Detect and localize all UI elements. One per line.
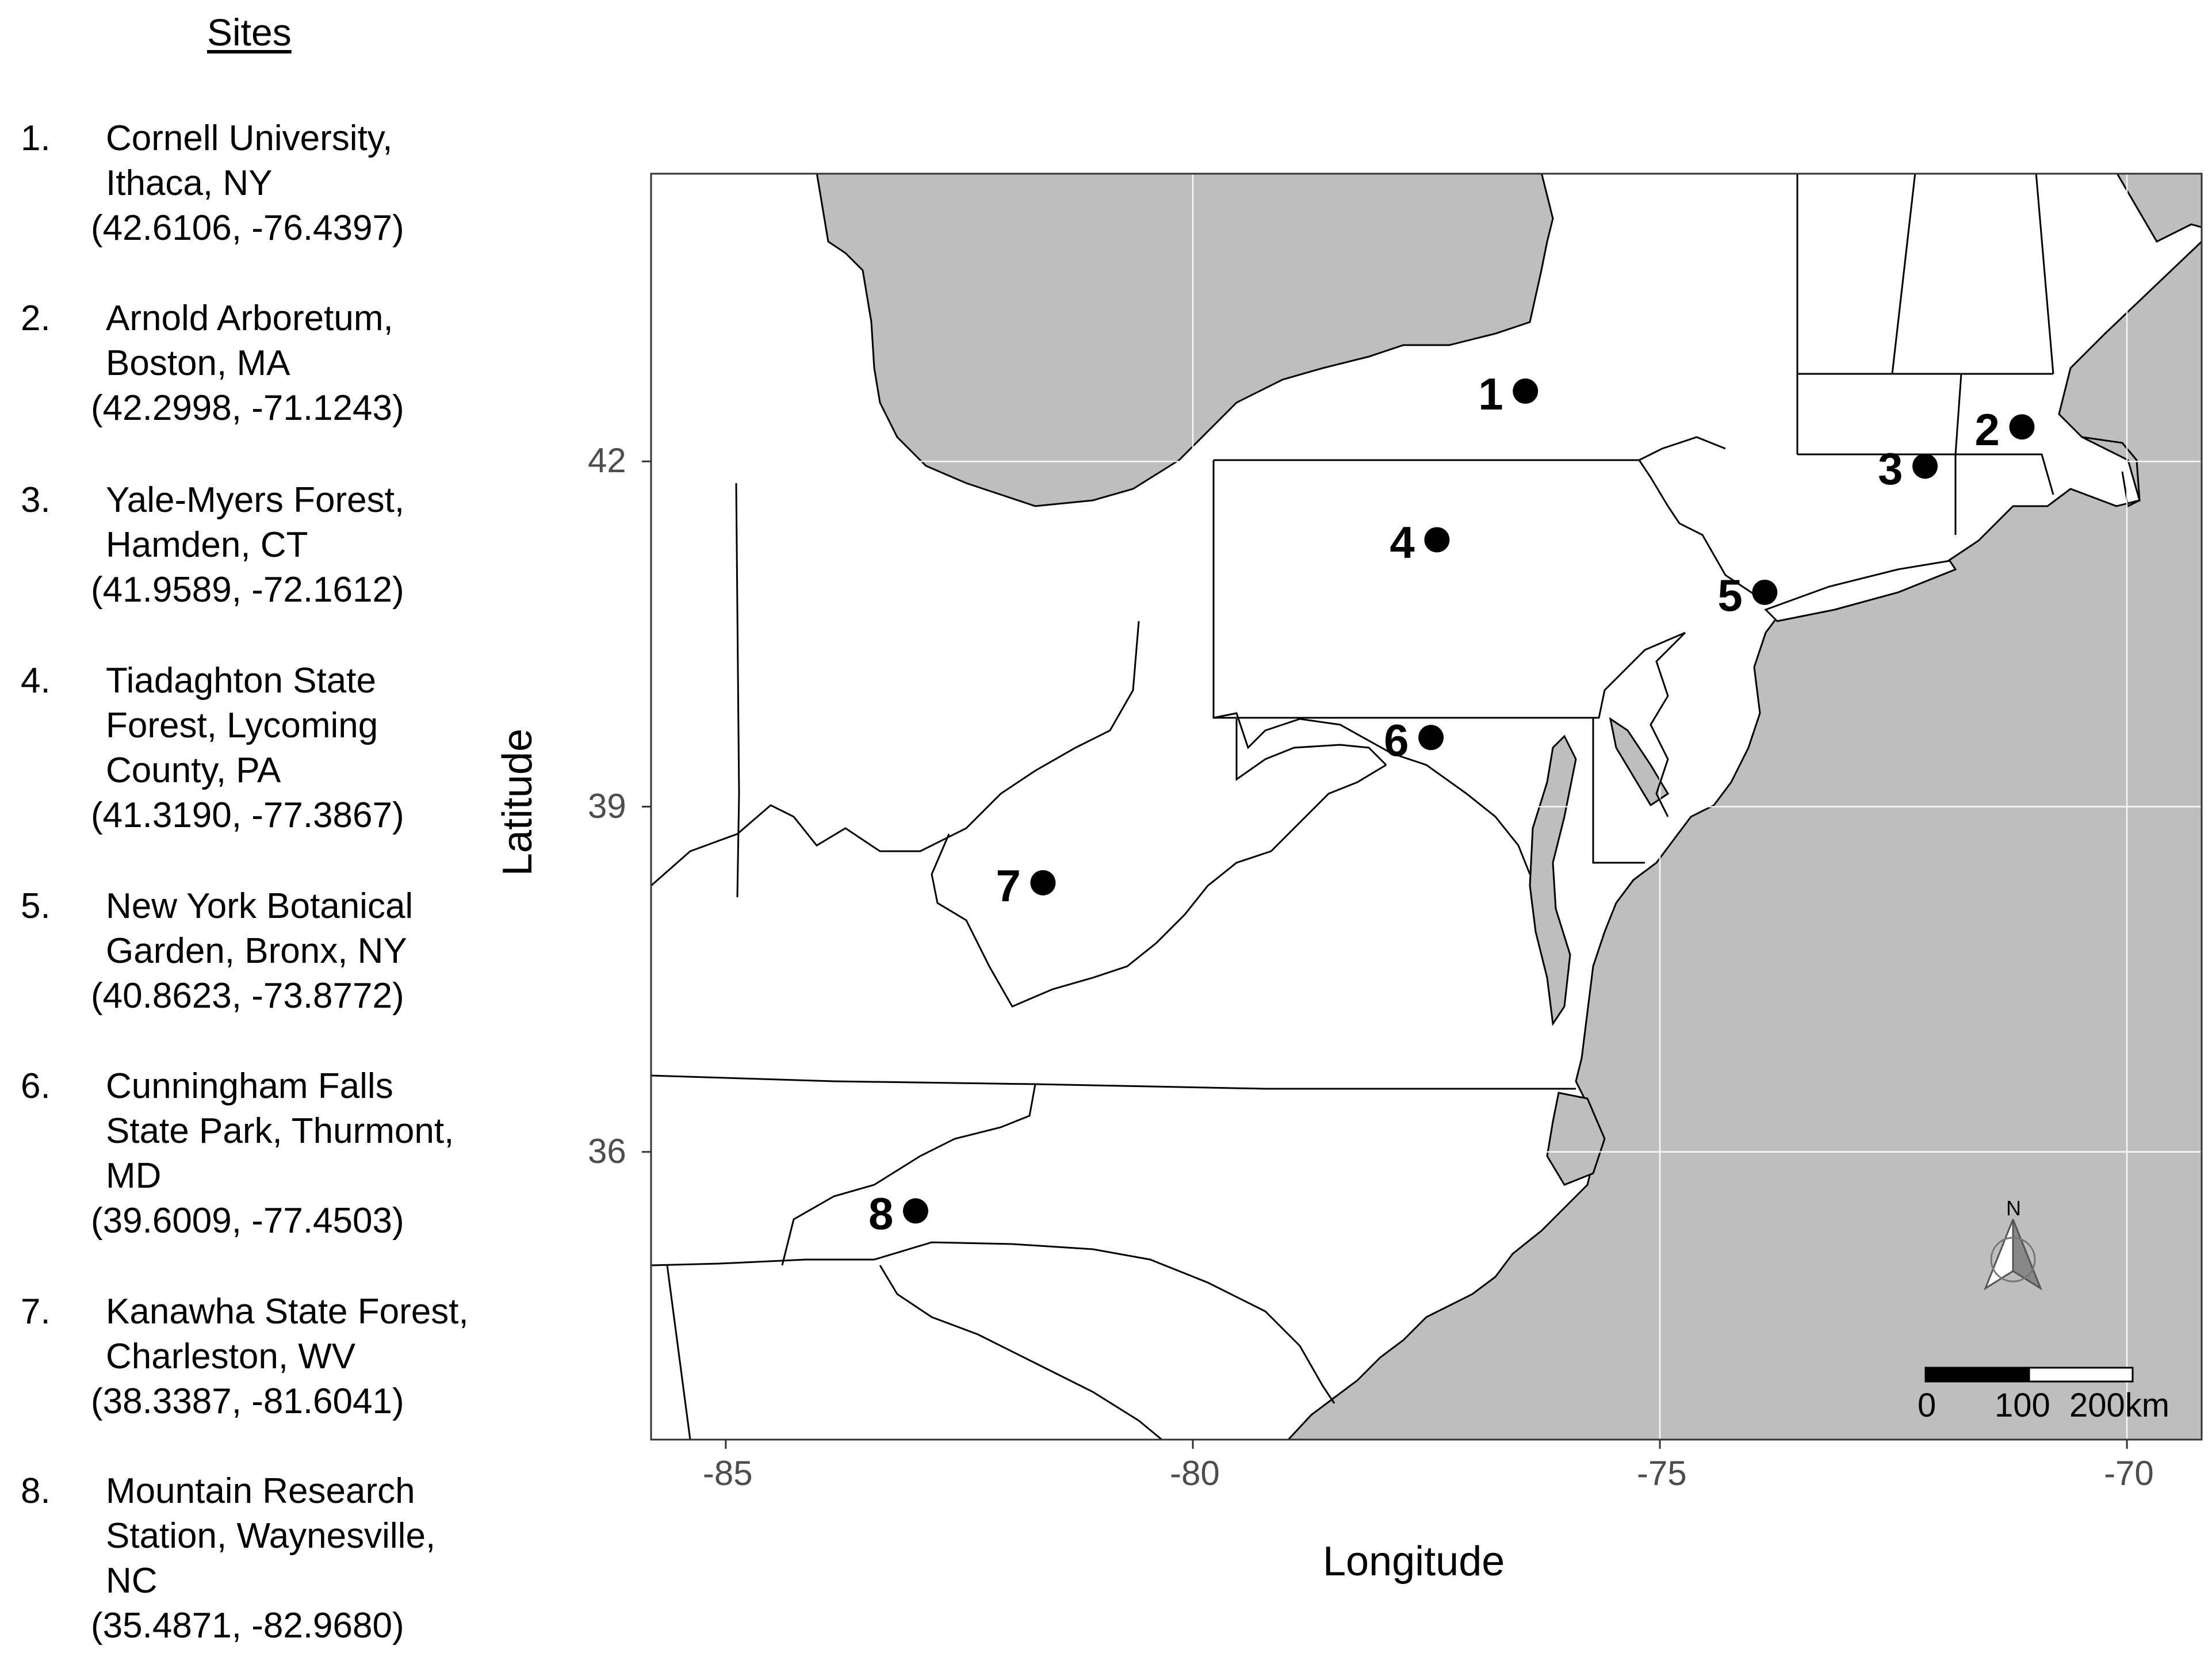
site-number: 7.	[21, 1292, 51, 1331]
y-tick-label: 42	[588, 441, 626, 480]
site-number: 4.	[21, 661, 51, 701]
x-tick-label: -70	[2104, 1454, 2154, 1493]
scale-bar-label: 100	[1995, 1387, 2050, 1424]
state-border	[1235, 719, 1387, 781]
state-border	[1639, 436, 1726, 461]
site-name-line: State Park, Thurmont,	[106, 1111, 454, 1151]
state-border	[1891, 174, 1916, 374]
site-name-line: MD	[106, 1156, 162, 1196]
sites-legend: Sites 1. Cornell University, Ithaca, NY (42…	[0, 0, 518, 1657]
site-coordinates: (40.8623, -73.8772)	[91, 976, 404, 1016]
site-name-line: Cunningham Falls	[106, 1066, 393, 1106]
state-border	[931, 764, 1387, 1008]
site-point-label: 8	[868, 1188, 894, 1239]
site-number: 6.	[21, 1066, 51, 1106]
site-name-line: Station, Waynesville,	[106, 1516, 436, 1556]
x-axis-title: Longitude	[1323, 1539, 1505, 1585]
y-axis-title: Latitude	[495, 728, 541, 877]
site-point-label: 2	[1974, 404, 2000, 456]
site-coordinates: (39.6009, -77.4503)	[91, 1201, 404, 1241]
north-arrow-label: N	[2006, 1196, 2021, 1220]
site-coordinates: (42.6106, -76.4397)	[91, 208, 404, 248]
site-point-label: 1	[1478, 369, 1503, 420]
site-name-line: NC	[106, 1561, 158, 1601]
map-geometry	[651, 174, 2202, 1440]
site-name-line: Forest, Lycoming	[106, 706, 378, 745]
site-name-line: Hamden, CT	[106, 525, 308, 565]
site-number: 1.	[21, 118, 51, 158]
site-name-line: Arnold Arboretum,	[106, 299, 393, 338]
state-border	[1592, 718, 1645, 864]
state-border	[666, 1265, 691, 1440]
state-border	[1213, 712, 1531, 875]
site-name-line: Garden, Bronx, NY	[106, 931, 407, 971]
site-point	[1424, 527, 1450, 553]
site-name-line: Yale-Myers Forest,	[106, 480, 405, 520]
pamlico-sound	[1546, 1092, 1606, 1186]
site-name-line: Kanawha State Forest,	[106, 1292, 469, 1331]
site-number: 8.	[21, 1471, 51, 1511]
x-tick-label: -85	[702, 1454, 753, 1493]
site-number: 5.	[21, 886, 51, 926]
site-name-line: Ithaca, NY	[106, 163, 273, 203]
state-border	[1212, 460, 1686, 719]
site-number: 3.	[21, 480, 51, 520]
site-point-label: 6	[1384, 715, 1409, 766]
state-border	[879, 1265, 1162, 1440]
legend-title: Sites	[207, 11, 292, 53]
site-point	[1752, 579, 1778, 605]
site-point	[1030, 870, 1056, 896]
scale-bar-label: 0	[1918, 1387, 1937, 1424]
site-name-line: Charleston, WV	[106, 1337, 356, 1376]
site-name-line: Boston, MA	[106, 343, 290, 383]
scale-bar-light-segment	[2028, 1367, 2134, 1383]
site-point	[1513, 378, 1539, 404]
state-border	[781, 1084, 1036, 1266]
x-tick-label: -80	[1169, 1454, 1220, 1493]
site-coordinates: (42.2998, -71.1243)	[91, 388, 404, 428]
state-border	[1214, 459, 1761, 599]
site-coordinates: (41.3190, -77.3867)	[91, 795, 404, 835]
site-name-line: Mountain Research	[106, 1471, 415, 1511]
site-point-label: 4	[1390, 517, 1415, 568]
site-point-label: 3	[1878, 443, 1903, 495]
y-tick-label: 36	[588, 1131, 626, 1170]
site-coordinates: (35.4871, -82.9680)	[91, 1606, 404, 1645]
scale-bar-label: 200km	[2069, 1387, 2170, 1424]
state-border	[651, 1241, 1335, 1404]
north-arrow-right	[2012, 1219, 2043, 1291]
site-name-line: Cornell University,	[106, 118, 393, 158]
state-border	[735, 483, 740, 898]
site-point-label: 5	[1717, 569, 1743, 621]
north-arrow-ring	[1990, 1237, 2036, 1283]
site-point	[902, 1198, 928, 1224]
state-border	[651, 621, 1140, 887]
state-border	[2035, 174, 2054, 374]
north-arrow-icon	[1983, 1219, 2043, 1291]
site-name-line: County, PA	[106, 751, 281, 790]
site-number: 2.	[21, 299, 51, 338]
state-border	[1955, 453, 2054, 495]
site-point	[2009, 414, 2035, 440]
chesapeake-bay	[1529, 734, 1577, 1027]
site-point-label: 7	[996, 860, 1021, 911]
site-coordinates: (38.3387, -81.6041)	[91, 1382, 404, 1421]
state-border	[1650, 632, 1686, 817]
scale-bar-dark-segment	[1924, 1367, 2030, 1383]
site-name-line: Tiadaghton State	[106, 661, 376, 701]
site-coordinates: (41.9589, -72.1612)	[91, 570, 404, 610]
site-point	[1912, 453, 1938, 479]
y-tick-label: 39	[588, 786, 626, 825]
x-tick-label: -75	[1637, 1454, 1687, 1493]
site-name-line: New York Botanical	[106, 886, 414, 926]
long-island	[1764, 560, 1957, 622]
site-point	[1418, 725, 1444, 751]
